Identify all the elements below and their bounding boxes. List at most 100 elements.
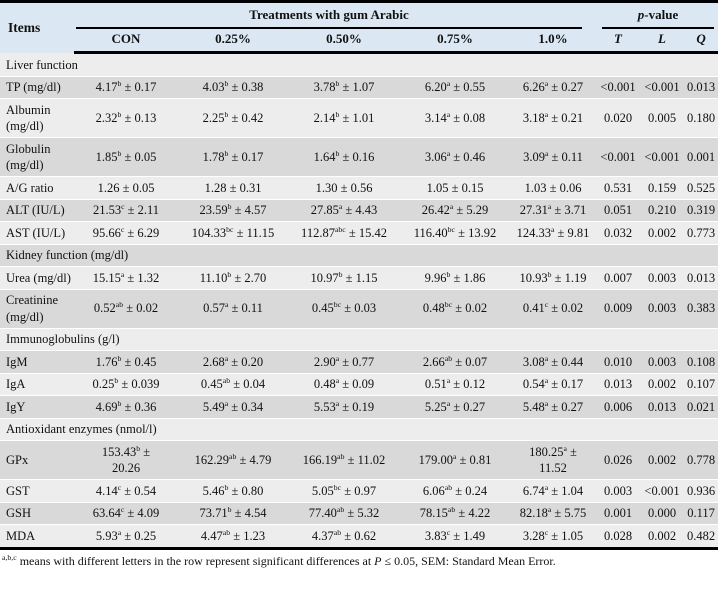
significance-superscript: b (335, 148, 340, 158)
pvalue-cell: 0.117 (684, 502, 718, 526)
pvalue-p-italic: p (637, 7, 645, 22)
mean-sem-cell: 3.06a ± 0.46 (400, 137, 510, 178)
pvalue-cell: <0.001 (596, 76, 641, 100)
mean-sem-cell: 0.25b ± 0.039 (74, 373, 178, 397)
data-row: MDA 5.93a ± 0.25 4.47ab ± 1.23 4.37ab ± 0.6… (0, 524, 718, 549)
row-item-label: GPx (0, 440, 74, 481)
col-header-025: 0.25% (178, 28, 288, 55)
pvalue-cell: 0.936 (684, 479, 718, 503)
significance-superscript: ab (115, 300, 124, 310)
mean-sem-cell: 6.20a ± 0.55 (400, 76, 510, 100)
significance-superscript: b (227, 201, 232, 211)
significance-superscript: b (335, 109, 340, 119)
significance-superscript: a (544, 109, 549, 119)
pvalue-cell: 0.020 (596, 98, 641, 139)
treatments-group-header: Treatments with gum Arabic (74, 1, 597, 29)
mean-sem-cell: 10.97b ± 1.15 (288, 266, 400, 290)
pvalue-cell: 0.002 (640, 524, 685, 549)
significance-superscript: a (544, 375, 549, 385)
significance-superscript: bc (333, 300, 342, 310)
footnote-superscript: a,b,c (2, 552, 17, 562)
significance-superscript: ab (222, 375, 231, 385)
data-row: IgM 1.76b ± 0.45 2.68a ± 0.20 2.90a ± 0.77 2… (0, 350, 718, 374)
mean-sem-cell: 3.08a ± 0.44 (510, 350, 597, 374)
significance-superscript: a (120, 269, 125, 279)
significance-superscript: ab (229, 451, 237, 461)
mean-sem-cell: 73.71b ± 4.54 (178, 502, 288, 526)
pvalue-cell: 0.002 (640, 221, 685, 245)
mean-sem-cell: 2.68a ± 0.20 (178, 350, 288, 374)
section-label: Liver function (0, 52, 718, 77)
mean-sem-cell: 2.90a ± 0.77 (288, 350, 400, 374)
mean-sem-cell: 1.03 ± 0.06 (510, 176, 597, 200)
mean-sem-cell: 2.32b ± 0.13 (74, 98, 178, 139)
significance-superscript: ab (447, 504, 456, 514)
mean-sem-cell: 3.14a ± 0.08 (400, 98, 510, 139)
pvalue-cell: 0.319 (684, 199, 718, 223)
row-item-label: GST (0, 479, 74, 503)
significance-superscript: ab (222, 527, 231, 537)
significance-superscript: a (446, 148, 451, 158)
pvalue-cell: 0.000 (640, 502, 685, 526)
significance-superscript: b (338, 269, 343, 279)
mean-sem-cell: 4.69b ± 0.36 (74, 395, 178, 419)
pvalue-cell: 0.003 (640, 350, 685, 374)
mean-sem-cell: 5.05bc ± 0.97 (288, 479, 400, 503)
mean-sem-cell: 6.26a ± 0.27 (510, 76, 597, 100)
pvalue-cell: 0.051 (596, 199, 641, 223)
mean-sem-cell: 116.40bc ± 13.92 (400, 221, 510, 245)
mean-sem-cell: 5.46b ± 0.80 (178, 479, 288, 503)
col-header-l: L (640, 28, 685, 55)
significance-superscript: b (547, 269, 552, 279)
pvalue-cell: 0.026 (596, 440, 641, 481)
data-row: Urea (mg/dl) 15.15a ± 1.32 11.10b ± 2.70 10… (0, 266, 718, 290)
section-label: Immunoglobulins (g/l) (0, 328, 718, 352)
row-item-label: ALT (IU/L) (0, 199, 74, 223)
mean-sem-cell: 95.66c ± 6.29 (74, 221, 178, 245)
significance-superscript: ab (336, 504, 345, 514)
pvalue-cell: 0.010 (596, 350, 641, 374)
mean-sem-cell: 3.78b ± 1.07 (288, 76, 400, 100)
data-row: ALT (IU/L) 21.53c ± 2.11 23.59b ± 4.57 27.8… (0, 199, 718, 223)
pvalue-group-header: p-value (596, 1, 718, 29)
pvalue-cell: <0.001 (640, 137, 685, 178)
col-header-075: 0.75% (400, 28, 510, 55)
mean-sem-cell: 23.59b ± 4.57 (178, 199, 288, 223)
mean-sem-cell: 3.83c ± 1.49 (400, 524, 510, 549)
section-row: Kidney function (mg/dl) (0, 244, 718, 268)
pvalue-cell: 0.003 (596, 479, 641, 503)
data-row: IgY 4.69b ± 0.36 5.49a ± 0.34 5.53a ± 0.19 5… (0, 395, 718, 419)
mean-sem-cell: 3.09a ± 0.11 (510, 137, 597, 178)
significance-superscript: a (446, 398, 451, 408)
mean-sem-cell: 15.15a ± 1.32 (74, 266, 178, 290)
pvalue-cell: 0.531 (596, 176, 641, 200)
significance-superscript: a (544, 398, 549, 408)
row-item-label: GSH (0, 502, 74, 526)
footnote-text-after: ≤ 0.05, SEM: Standard Mean Error. (381, 553, 556, 568)
table-body: Liver function TP (mg/dl) 4.17b ± 0.17 4.03… (0, 52, 718, 549)
pvalue-cell: 0.159 (640, 176, 685, 200)
pvalue-cell: 0.482 (684, 524, 718, 549)
significance-superscript: abc (334, 224, 346, 234)
pvalue-cell: 0.028 (596, 524, 641, 549)
col-header-t: T (596, 28, 641, 55)
pvalue-cell: <0.001 (640, 479, 685, 503)
significance-superscript: a (335, 398, 340, 408)
mean-sem-cell: 1.78b ± 0.17 (178, 137, 288, 178)
header-sub-row: CON 0.25% 0.50% 0.75% 1.0% T L Q (0, 28, 718, 55)
pvalue-cell: 0.021 (684, 395, 718, 419)
significance-superscript: b (446, 269, 451, 279)
significance-superscript: a (224, 398, 229, 408)
mean-sem-cell: 10.93b ± 1.19 (510, 266, 597, 290)
data-row: GPx 153.43b ±20.26 162.29ab ± 4.79 166.19ab… (0, 440, 718, 481)
significance-superscript: a (335, 375, 340, 385)
pvalue-cell: 0.013 (684, 76, 718, 100)
col-header-q: Q (684, 28, 718, 55)
significance-superscript: c (544, 527, 549, 537)
pvalue-cell: 0.009 (596, 289, 641, 329)
mean-sem-cell: 1.64b ± 0.16 (288, 137, 400, 178)
mean-sem-cell: 0.45bc ± 0.03 (288, 289, 400, 329)
mean-sem-cell: 104.33bc ± 11.15 (178, 221, 288, 245)
pvalue-cell: 0.003 (640, 289, 685, 329)
pvalue-cell: 0.032 (596, 221, 641, 245)
